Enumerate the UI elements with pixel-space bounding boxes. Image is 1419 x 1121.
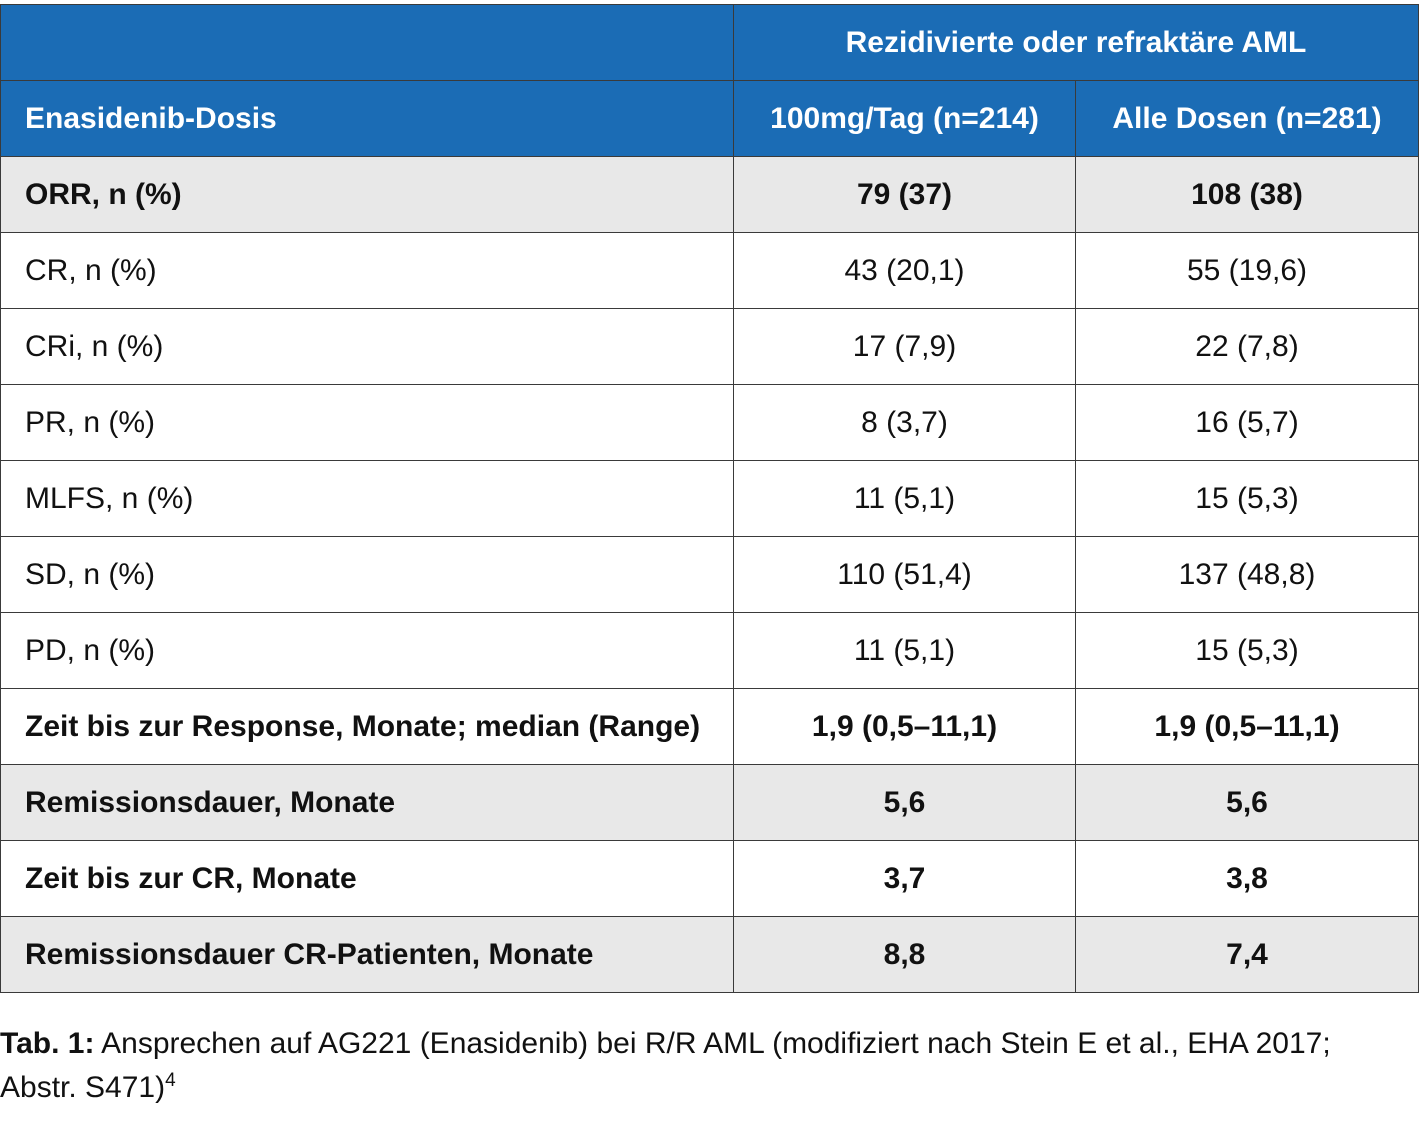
row-value-100mg: 1,9 (0,5–11,1) xyxy=(733,688,1076,765)
row-value-100mg: 11 (5,1) xyxy=(733,612,1076,689)
row-value-100mg: 8,8 xyxy=(733,916,1076,993)
row-value-100mg: 43 (20,1) xyxy=(733,232,1076,309)
row-label: MLFS, n (%) xyxy=(0,460,734,537)
row-value-all-doses: 5,6 xyxy=(1075,764,1419,841)
row-value-all-doses: 15 (5,3) xyxy=(1075,460,1419,537)
row-label: Remissionsdauer, Monate xyxy=(0,764,734,841)
table-row: Zeit bis zur Response, Monate; median (R… xyxy=(0,688,1419,765)
header-row-columns: Enasidenib-Dosis 100mg/Tag (n=214) Alle … xyxy=(0,80,1419,157)
row-value-all-doses: 16 (5,7) xyxy=(1075,384,1419,461)
table-caption: Tab. 1: Ansprechen auf AG221 (Enasidenib… xyxy=(0,1022,1405,1110)
row-label: PD, n (%) xyxy=(0,612,734,689)
row-value-100mg: 17 (7,9) xyxy=(733,308,1076,385)
table-row: SD, n (%) 110 (51,4) 137 (48,8) xyxy=(0,536,1419,613)
header-empty-cell xyxy=(0,4,734,81)
row-value-all-doses: 7,4 xyxy=(1075,916,1419,993)
row-value-100mg: 3,7 xyxy=(733,840,1076,917)
response-table: Rezidivierte oder refraktäre AML Enaside… xyxy=(0,4,1419,993)
row-label: CR, n (%) xyxy=(0,232,734,309)
caption-prefix: Tab. 1: xyxy=(0,1027,95,1060)
row-value-all-doses: 55 (19,6) xyxy=(1075,232,1419,309)
row-value-all-doses: 22 (7,8) xyxy=(1075,308,1419,385)
row-label: Zeit bis zur Response, Monate; median (R… xyxy=(0,688,734,765)
row-value-100mg: 8 (3,7) xyxy=(733,384,1076,461)
row-value-all-doses: 15 (5,3) xyxy=(1075,612,1419,689)
table-row: ORR, n (%) 79 (37) 108 (38) xyxy=(0,156,1419,233)
header-col-100mg: 100mg/Tag (n=214) xyxy=(733,80,1076,157)
header-span-label: Rezidivierte oder refraktäre AML xyxy=(733,4,1419,81)
row-label: PR, n (%) xyxy=(0,384,734,461)
row-label: ORR, n (%) xyxy=(0,156,734,233)
row-value-100mg: 79 (37) xyxy=(733,156,1076,233)
row-value-all-doses: 108 (38) xyxy=(1075,156,1419,233)
row-value-all-doses: 137 (48,8) xyxy=(1075,536,1419,613)
row-label: SD, n (%) xyxy=(0,536,734,613)
row-value-100mg: 11 (5,1) xyxy=(733,460,1076,537)
table-row: Zeit bis zur CR, Monate 3,7 3,8 xyxy=(0,840,1419,917)
header-label-dose: Enasidenib-Dosis xyxy=(0,80,734,157)
row-value-100mg: 110 (51,4) xyxy=(733,536,1076,613)
table-row: CR, n (%) 43 (20,1) 55 (19,6) xyxy=(0,232,1419,309)
row-label: CRi, n (%) xyxy=(0,308,734,385)
row-label: Remissionsdauer CR-Patienten, Monate xyxy=(0,916,734,993)
header-row-top: Rezidivierte oder refraktäre AML xyxy=(0,4,1419,81)
header-col-all-doses: Alle Dosen (n=281) xyxy=(1075,80,1419,157)
table-row: Remissionsdauer CR-Patienten, Monate 8,8 7… xyxy=(0,916,1419,993)
caption-text: Ansprechen auf AG221 (Enasidenib) bei R/… xyxy=(0,1027,1331,1104)
table-row: PR, n (%) 8 (3,7) 16 (5,7) xyxy=(0,384,1419,461)
table-row: CRi, n (%) 17 (7,9) 22 (7,8) xyxy=(0,308,1419,385)
row-value-all-doses: 1,9 (0,5–11,1) xyxy=(1075,688,1419,765)
table-row: Remissionsdauer, Monate 5,6 5,6 xyxy=(0,764,1419,841)
caption-footnote: 4 xyxy=(165,1070,176,1091)
row-label: Zeit bis zur CR, Monate xyxy=(0,840,734,917)
table-row: PD, n (%) 11 (5,1) 15 (5,3) xyxy=(0,612,1419,689)
table-row: MLFS, n (%) 11 (5,1) 15 (5,3) xyxy=(0,460,1419,537)
row-value-100mg: 5,6 xyxy=(733,764,1076,841)
row-value-all-doses: 3,8 xyxy=(1075,840,1419,917)
